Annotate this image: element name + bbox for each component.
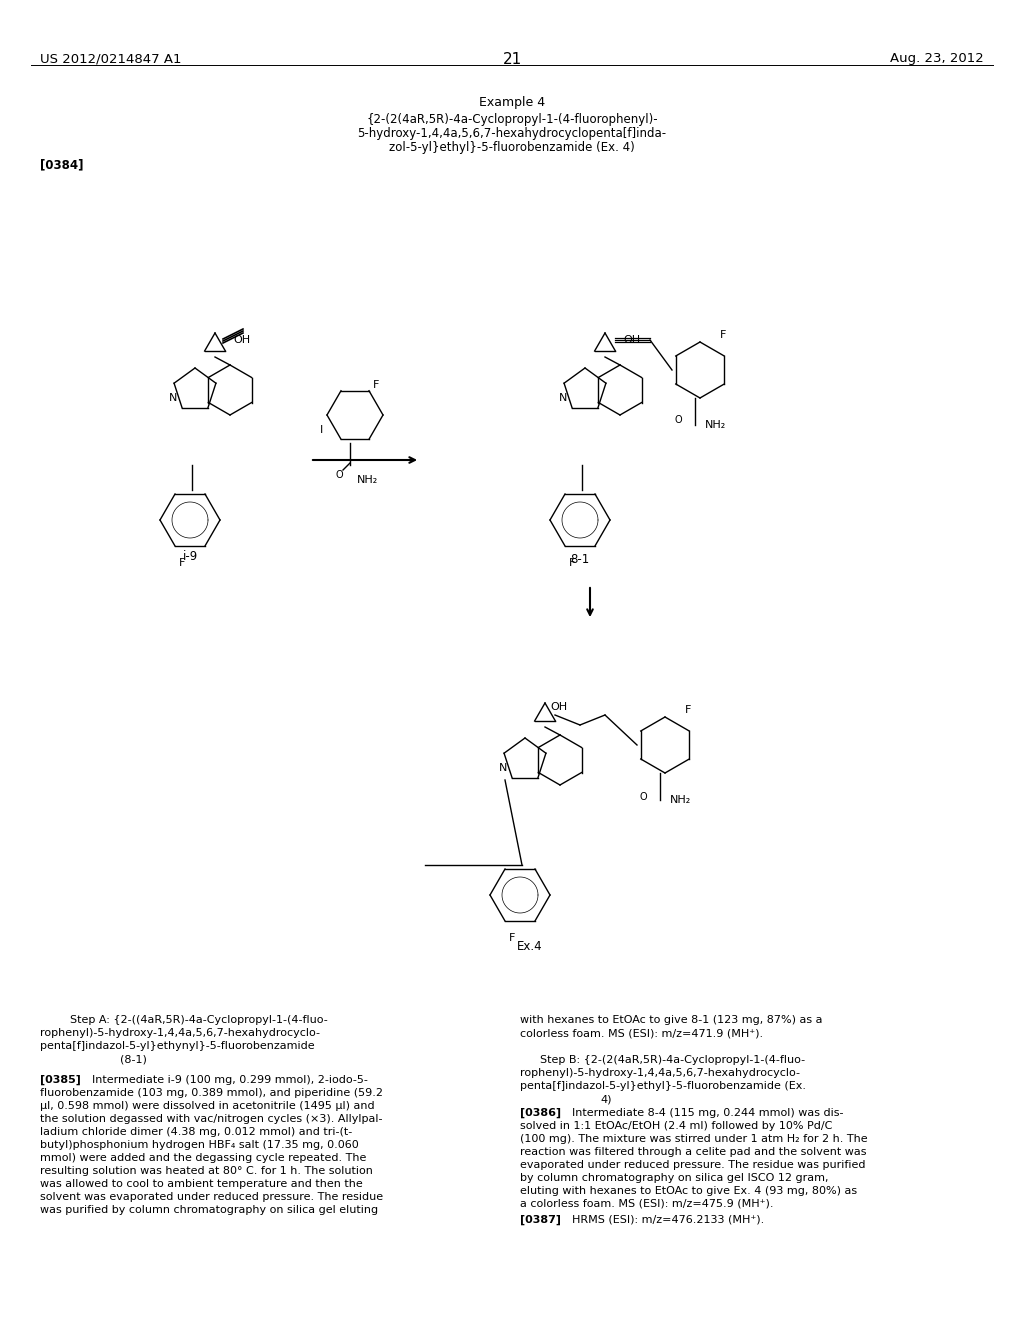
Text: solvent was evaporated under reduced pressure. The residue: solvent was evaporated under reduced pre…: [40, 1192, 383, 1203]
Text: mmol) were added and the degassing cycle repeated. The: mmol) were added and the degassing cycle…: [40, 1152, 367, 1163]
Text: F: F: [685, 705, 691, 715]
Text: penta[f]indazol-5-yl}ethyl}-5-fluorobenzamide (Ex.: penta[f]indazol-5-yl}ethyl}-5-fluorobenz…: [520, 1081, 806, 1092]
Text: evaporated under reduced pressure. The residue was purified: evaporated under reduced pressure. The r…: [520, 1160, 865, 1170]
Text: rophenyl)-5-hydroxy-1,4,4a,5,6,7-hexahydrocyclo-: rophenyl)-5-hydroxy-1,4,4a,5,6,7-hexahyd…: [520, 1068, 800, 1078]
Text: N: N: [169, 393, 177, 403]
Text: NH₂: NH₂: [357, 475, 378, 484]
Text: with hexanes to EtOAc to give 8-1 (123 mg, 87%) as a: with hexanes to EtOAc to give 8-1 (123 m…: [520, 1015, 822, 1026]
Text: colorless foam. MS (ESI): m/z=471.9 (MH⁺).: colorless foam. MS (ESI): m/z=471.9 (MH⁺…: [520, 1028, 763, 1038]
Text: F: F: [509, 933, 515, 942]
Text: solved in 1:1 EtOAc/EtOH (2.4 ml) followed by 10% Pd/C: solved in 1:1 EtOAc/EtOH (2.4 ml) follow…: [520, 1121, 833, 1131]
Text: [0387]: [0387]: [520, 1214, 561, 1225]
Text: i-9: i-9: [182, 550, 198, 564]
Text: O: O: [674, 414, 682, 425]
Text: resulting solution was heated at 80° C. for 1 h. The solution: resulting solution was heated at 80° C. …: [40, 1166, 373, 1176]
Text: I: I: [319, 425, 323, 436]
Text: O: O: [639, 792, 647, 803]
Text: ladium chloride dimer (4.38 mg, 0.012 mmol) and tri-(t-: ladium chloride dimer (4.38 mg, 0.012 mm…: [40, 1127, 352, 1137]
Text: HRMS (ESI): m/z=476.2133 (MH⁺).: HRMS (ESI): m/z=476.2133 (MH⁺).: [572, 1214, 764, 1225]
Text: reaction was filtered through a celite pad and the solvent was: reaction was filtered through a celite p…: [520, 1147, 866, 1158]
Text: F: F: [373, 380, 379, 389]
Text: OH: OH: [233, 335, 250, 345]
Text: (100 mg). The mixture was stirred under 1 atm H₂ for 2 h. The: (100 mg). The mixture was stirred under …: [520, 1134, 867, 1144]
Text: by column chromatography on silica gel ISCO 12 gram,: by column chromatography on silica gel I…: [520, 1173, 828, 1183]
Text: NH₂: NH₂: [705, 420, 726, 430]
Text: F: F: [720, 330, 726, 341]
Text: [0386]: [0386]: [520, 1107, 561, 1118]
Text: was purified by column chromatography on silica gel eluting: was purified by column chromatography on…: [40, 1205, 378, 1214]
Text: OH: OH: [623, 335, 640, 345]
Text: 5-hydroxy-1,4,4a,5,6,7-hexahydrocyclopenta[f]inda-: 5-hydroxy-1,4,4a,5,6,7-hexahydrocyclopen…: [357, 127, 667, 140]
Text: Intermediate 8-4 (115 mg, 0.244 mmol) was dis-: Intermediate 8-4 (115 mg, 0.244 mmol) wa…: [572, 1107, 844, 1118]
Text: US 2012/0214847 A1: US 2012/0214847 A1: [40, 51, 181, 65]
Text: penta[f]indazol-5-yl}ethynyl}-5-fluorobenzamide: penta[f]indazol-5-yl}ethynyl}-5-fluorobe…: [40, 1041, 314, 1051]
Text: was allowed to cool to ambient temperature and then the: was allowed to cool to ambient temperatu…: [40, 1179, 362, 1189]
Text: NH₂: NH₂: [670, 795, 691, 805]
Text: butyl)phosphonium hydrogen HBF₄ salt (17.35 mg, 0.060: butyl)phosphonium hydrogen HBF₄ salt (17…: [40, 1140, 358, 1150]
Text: rophenyl)-5-hydroxy-1,4,4a,5,6,7-hexahydrocyclo-: rophenyl)-5-hydroxy-1,4,4a,5,6,7-hexahyd…: [40, 1028, 319, 1038]
Text: N: N: [499, 763, 507, 774]
Text: O: O: [336, 470, 343, 480]
Text: Example 4: Example 4: [479, 96, 545, 110]
Text: zol-5-yl}ethyl}-5-fluorobenzamide (Ex. 4): zol-5-yl}ethyl}-5-fluorobenzamide (Ex. 4…: [389, 141, 635, 154]
Text: 8-1: 8-1: [570, 553, 590, 566]
Text: {2-(2(4aR,5R)-4a-Cyclopropyl-1-(4-fluorophenyl)-: {2-(2(4aR,5R)-4a-Cyclopropyl-1-(4-fluoro…: [367, 114, 657, 125]
Text: Aug. 23, 2012: Aug. 23, 2012: [890, 51, 984, 65]
Text: (8-1): (8-1): [120, 1053, 146, 1064]
Text: Step A: {2-((4aR,5R)-4a-Cyclopropyl-1-(4-fluo-: Step A: {2-((4aR,5R)-4a-Cyclopropyl-1-(4…: [70, 1015, 328, 1026]
Text: Ex.4: Ex.4: [517, 940, 543, 953]
Text: 21: 21: [503, 51, 521, 67]
Text: 4): 4): [600, 1094, 611, 1104]
Text: a colorless foam. MS (ESI): m/z=475.9 (MH⁺).: a colorless foam. MS (ESI): m/z=475.9 (M…: [520, 1199, 773, 1209]
Text: [0384]: [0384]: [40, 158, 84, 172]
Text: OH: OH: [550, 702, 567, 711]
Text: F: F: [568, 558, 575, 568]
Text: μl, 0.598 mmol) were dissolved in acetonitrile (1495 μl) and: μl, 0.598 mmol) were dissolved in aceton…: [40, 1101, 375, 1111]
Text: N: N: [559, 393, 567, 403]
Text: F: F: [179, 558, 185, 568]
Text: the solution degassed with vac/nitrogen cycles (×3). Allylpal-: the solution degassed with vac/nitrogen …: [40, 1114, 383, 1125]
Text: [0385]: [0385]: [40, 1074, 81, 1085]
Text: eluting with hexanes to EtOAc to give Ex. 4 (93 mg, 80%) as: eluting with hexanes to EtOAc to give Ex…: [520, 1185, 857, 1196]
Text: Step B: {2-(2(4aR,5R)-4a-Cyclopropyl-1-(4-fluo-: Step B: {2-(2(4aR,5R)-4a-Cyclopropyl-1-(…: [540, 1055, 805, 1065]
Text: fluorobenzamide (103 mg, 0.389 mmol), and piperidine (59.2: fluorobenzamide (103 mg, 0.389 mmol), an…: [40, 1088, 383, 1098]
Text: Intermediate i-9 (100 mg, 0.299 mmol), 2-iodo-5-: Intermediate i-9 (100 mg, 0.299 mmol), 2…: [92, 1074, 368, 1085]
